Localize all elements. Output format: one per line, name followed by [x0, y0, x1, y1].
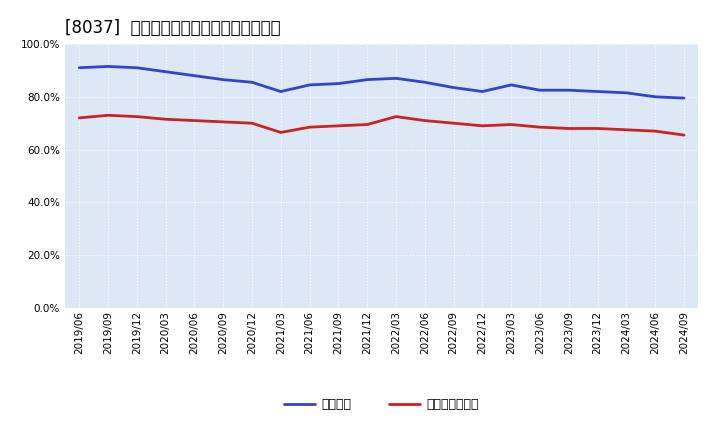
固定比率 — [248, 80, 256, 85]
固定比率 — [593, 89, 602, 94]
固定比率 — [132, 65, 141, 70]
固定長期適合率 — [392, 114, 400, 119]
固定比率 — [75, 65, 84, 70]
Legend: 固定比率, 固定長期適合率: 固定比率, 固定長期適合率 — [279, 393, 484, 416]
固定比率 — [104, 64, 112, 69]
固定長期適合率 — [132, 114, 141, 119]
固定長期適合率 — [680, 132, 688, 138]
固定長期適合率 — [420, 118, 429, 123]
固定比率 — [478, 89, 487, 94]
固定長期適合率 — [248, 121, 256, 126]
固定比率 — [392, 76, 400, 81]
固定長期適合率 — [75, 115, 84, 121]
固定比率 — [420, 80, 429, 85]
固定長期適合率 — [622, 127, 631, 132]
固定長期適合率 — [536, 125, 544, 130]
固定長期適合率 — [651, 128, 660, 134]
固定長期適合率 — [276, 130, 285, 135]
固定比率 — [536, 88, 544, 93]
固定長期適合率 — [449, 121, 458, 126]
固定比率 — [190, 73, 199, 78]
固定比率 — [305, 82, 314, 88]
固定比率 — [622, 90, 631, 95]
固定比率 — [363, 77, 372, 82]
固定長期適合率 — [161, 117, 170, 122]
固定長期適合率 — [334, 123, 343, 128]
固定長期適合率 — [219, 119, 228, 125]
固定長期適合率 — [305, 125, 314, 130]
Line: 固定比率: 固定比率 — [79, 66, 684, 98]
固定比率 — [276, 89, 285, 94]
固定比率 — [651, 94, 660, 99]
固定長期適合率 — [104, 113, 112, 118]
固定比率 — [507, 82, 516, 88]
Text: [8037]  固定比率、固定長期適合率の推移: [8037] 固定比率、固定長期適合率の推移 — [65, 19, 280, 37]
固定長期適合率 — [478, 123, 487, 128]
固定長期適合率 — [190, 118, 199, 123]
固定比率 — [564, 88, 573, 93]
固定比率 — [219, 77, 228, 82]
固定長期適合率 — [507, 122, 516, 127]
固定比率 — [449, 85, 458, 90]
固定比率 — [334, 81, 343, 86]
固定長期適合率 — [593, 126, 602, 131]
固定長期適合率 — [564, 126, 573, 131]
固定比率 — [680, 95, 688, 101]
固定長期適合率 — [363, 122, 372, 127]
固定比率 — [161, 69, 170, 74]
Line: 固定長期適合率: 固定長期適合率 — [79, 115, 684, 135]
